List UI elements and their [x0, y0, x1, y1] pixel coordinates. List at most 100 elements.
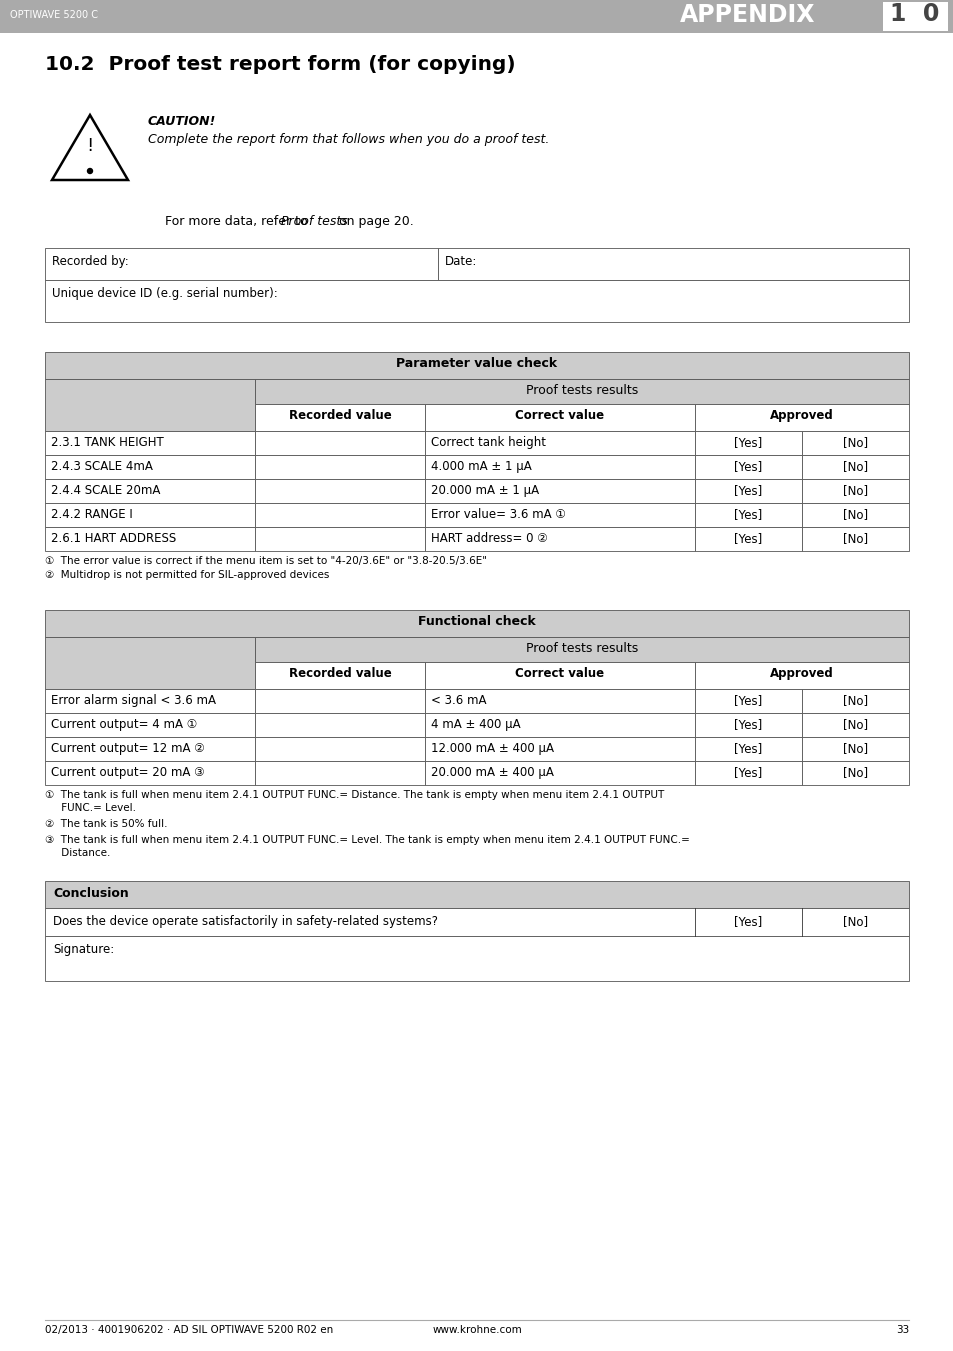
Text: [Yes]: [Yes]	[734, 532, 761, 544]
Bar	[45, 527, 254, 551]
Bar	[45, 881, 908, 908]
Text: [Yes]: [Yes]	[734, 717, 761, 731]
Bar	[254, 638, 908, 662]
Bar	[695, 480, 801, 503]
Circle shape	[88, 169, 92, 173]
Bar	[254, 713, 424, 738]
Text: Error value= 3.6 mA ①: Error value= 3.6 mA ①	[431, 508, 565, 521]
Text: Recorded value: Recorded value	[289, 409, 391, 422]
Text: Correct tank height: Correct tank height	[431, 436, 545, 449]
Bar	[437, 249, 908, 280]
Bar	[45, 280, 908, 322]
Bar	[254, 662, 424, 689]
Text: 2.6.1 HART ADDRESS: 2.6.1 HART ADDRESS	[51, 532, 176, 544]
Text: [Yes]: [Yes]	[734, 694, 761, 707]
Text: [No]: [No]	[842, 915, 867, 928]
Bar	[45, 761, 254, 785]
Text: [Yes]: [Yes]	[734, 508, 761, 521]
Bar	[424, 503, 695, 527]
Text: Correct value: Correct value	[515, 667, 604, 680]
Bar	[882, 1, 947, 31]
Bar	[801, 480, 908, 503]
Bar	[254, 503, 424, 527]
Bar	[801, 455, 908, 480]
Text: www.krohne.com: www.krohne.com	[432, 1325, 521, 1335]
Text: 20.000 mA ± 400 μA: 20.000 mA ± 400 μA	[431, 766, 554, 780]
Bar	[254, 404, 424, 431]
Text: 20.000 mA ± 1 μA: 20.000 mA ± 1 μA	[431, 484, 538, 497]
Text: [Yes]: [Yes]	[734, 742, 761, 755]
Bar	[424, 431, 695, 455]
Bar	[45, 431, 254, 455]
Text: CAUTION!: CAUTION!	[148, 115, 216, 128]
Bar	[801, 713, 908, 738]
Text: Functional check: Functional check	[417, 615, 536, 628]
Bar	[424, 713, 695, 738]
Text: 1  0: 1 0	[889, 1, 939, 26]
Bar	[254, 738, 424, 761]
Bar	[254, 480, 424, 503]
Bar	[254, 527, 424, 551]
Bar	[695, 503, 801, 527]
Bar	[424, 404, 695, 431]
Text: [No]: [No]	[842, 459, 867, 473]
Bar	[254, 431, 424, 455]
Text: FUNC.= Level.: FUNC.= Level.	[45, 802, 136, 813]
Text: Current output= 20 mA ③: Current output= 20 mA ③	[51, 766, 204, 780]
Bar	[801, 527, 908, 551]
Text: !: !	[87, 136, 93, 155]
Text: [Yes]: [Yes]	[734, 459, 761, 473]
Text: Error alarm signal < 3.6 mA: Error alarm signal < 3.6 mA	[51, 694, 215, 707]
Bar	[254, 455, 424, 480]
Text: ②  Multidrop is not permitted for SIL-approved devices: ② Multidrop is not permitted for SIL-app…	[45, 570, 329, 580]
Text: ②  The tank is 50% full.: ② The tank is 50% full.	[45, 819, 168, 830]
Bar	[695, 761, 801, 785]
Bar	[695, 404, 908, 431]
Bar	[45, 738, 254, 761]
Bar	[695, 431, 801, 455]
Bar	[801, 503, 908, 527]
Bar	[695, 713, 801, 738]
Text: OPTIWAVE 5200 C: OPTIWAVE 5200 C	[10, 9, 98, 20]
Text: Unique device ID (e.g. serial number):: Unique device ID (e.g. serial number):	[52, 286, 277, 300]
Text: Approved: Approved	[769, 667, 833, 680]
Bar	[695, 662, 908, 689]
Text: [No]: [No]	[842, 694, 867, 707]
Bar	[254, 380, 908, 404]
Bar	[254, 689, 424, 713]
Bar	[45, 455, 254, 480]
Text: [Yes]: [Yes]	[734, 766, 761, 780]
Text: Distance.: Distance.	[45, 848, 111, 858]
Text: Parameter value check: Parameter value check	[396, 357, 557, 370]
Text: Conclusion: Conclusion	[53, 888, 129, 900]
Text: Proof tests: Proof tests	[281, 215, 348, 228]
Text: [No]: [No]	[842, 766, 867, 780]
Text: Date:: Date:	[445, 255, 477, 267]
Bar	[695, 455, 801, 480]
Text: [Yes]: [Yes]	[734, 484, 761, 497]
Text: ①  The error value is correct if the menu item is set to "4-20/3.6E" or "3.8-20.: ① The error value is correct if the menu…	[45, 557, 486, 566]
Bar	[45, 689, 254, 713]
Bar	[45, 908, 908, 936]
Bar	[45, 249, 437, 280]
Text: [Yes]: [Yes]	[734, 915, 761, 928]
Text: Signature:: Signature:	[53, 943, 114, 957]
Bar	[695, 689, 801, 713]
Text: 4.000 mA ± 1 μA: 4.000 mA ± 1 μA	[431, 459, 531, 473]
Bar	[424, 738, 695, 761]
Bar	[424, 527, 695, 551]
Text: ③  The tank is full when menu item 2.4.1 OUTPUT FUNC.= Level. The tank is empty : ③ The tank is full when menu item 2.4.1 …	[45, 835, 689, 844]
Text: 4 mA ± 400 μA: 4 mA ± 400 μA	[431, 717, 520, 731]
Text: [No]: [No]	[842, 436, 867, 449]
Text: [No]: [No]	[842, 742, 867, 755]
Bar	[424, 455, 695, 480]
Text: 2.4.4 SCALE 20mA: 2.4.4 SCALE 20mA	[51, 484, 160, 497]
Bar	[801, 689, 908, 713]
Text: HART address= 0 ②: HART address= 0 ②	[431, 532, 547, 544]
Text: Current output= 12 mA ②: Current output= 12 mA ②	[51, 742, 205, 755]
Bar	[424, 662, 695, 689]
Bar	[45, 936, 908, 981]
Bar	[45, 353, 908, 380]
Bar	[424, 689, 695, 713]
Text: Approved: Approved	[769, 409, 833, 422]
